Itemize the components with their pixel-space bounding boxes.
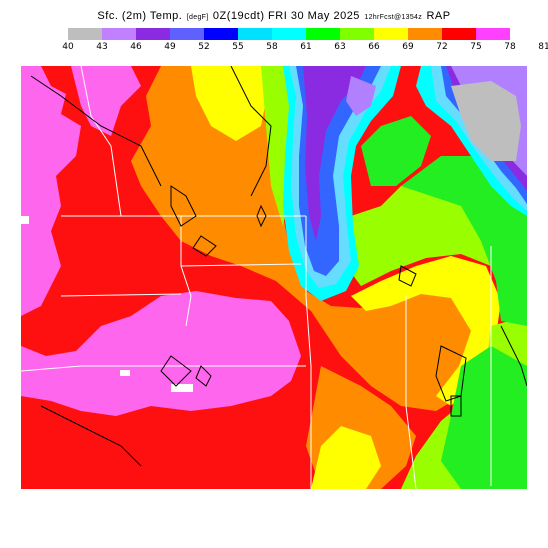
contour-line — [160, 355, 192, 387]
temp-zone-green — [361, 116, 431, 186]
contour-line — [398, 265, 417, 287]
color-legend — [68, 28, 510, 40]
legend-swatch — [204, 28, 238, 40]
state-boundary-line — [80, 66, 122, 217]
legend-label: 52 — [198, 42, 210, 52]
temp-zone-green — [401, 156, 527, 326]
legend-swatch — [442, 28, 476, 40]
legend-swatch — [306, 28, 340, 40]
contour-line — [435, 345, 467, 402]
contour-line — [192, 235, 217, 257]
legend-label: 66 — [368, 42, 380, 52]
legend-label: 78 — [504, 42, 516, 52]
contour-line — [500, 325, 527, 387]
legend-label: 63 — [334, 42, 346, 52]
legend-label: 46 — [130, 42, 142, 52]
contour-line — [230, 66, 272, 197]
legend-label: 49 — [164, 42, 176, 52]
legend-label: 81 — [538, 42, 548, 52]
title-valid-time: 0Z(19cdt) FRI 30 May 2025 — [212, 10, 360, 22]
state-boundary-line — [405, 296, 417, 489]
title-model: RAP — [426, 10, 451, 22]
missing-data-speck — [171, 384, 193, 392]
legend-label: 55 — [232, 42, 244, 52]
temp-zone-magenta — [71, 66, 141, 136]
legend-swatch — [136, 28, 170, 40]
legend-label: 40 — [62, 42, 74, 52]
temp-zone-yellow — [191, 66, 267, 141]
state-boundary-line — [21, 365, 306, 372]
contour-line — [195, 365, 212, 387]
legend-swatch — [408, 28, 442, 40]
title-field: Sfc. (2m) Temp. — [97, 10, 183, 22]
legend-labels: 40 43 46 49 52 55 58 61 63 66 69 72 75 7… — [56, 42, 548, 54]
contour-lines — [30, 66, 527, 467]
state-boundary-line — [60, 293, 182, 297]
legend-swatch — [68, 28, 102, 40]
state-boundary-line — [180, 263, 302, 267]
title-units: [degF] — [186, 14, 209, 21]
state-boundary-line — [305, 295, 312, 489]
legend-swatch — [102, 28, 136, 40]
lake-zone-purple — [303, 66, 366, 241]
temp-zone-yellow — [311, 426, 381, 489]
legend-label: 72 — [436, 42, 448, 52]
title-run: 12hrFcst@1354z — [364, 14, 422, 21]
legend-label: 69 — [402, 42, 414, 52]
state-boundaries — [21, 66, 492, 489]
legend-swatch — [476, 28, 510, 40]
legend-swatch — [374, 28, 408, 40]
state-boundary-line — [180, 216, 192, 327]
missing-data-speck — [21, 216, 29, 224]
contour-line — [30, 75, 162, 187]
temp-zone-magenta — [21, 291, 301, 416]
legend-swatch — [238, 28, 272, 40]
legend-label: 43 — [96, 42, 108, 52]
legend-label: 58 — [266, 42, 278, 52]
legend-label: 61 — [300, 42, 312, 52]
legend-swatch — [170, 28, 204, 40]
missing-data-speck — [120, 370, 130, 376]
temp-zone-magenta — [21, 66, 81, 316]
legend-label: 75 — [470, 42, 482, 52]
plot-title: Sfc. (2m) Temp. [degF] 0Z(19cdt) FRI 30 … — [0, 6, 548, 22]
legend-swatch — [340, 28, 374, 40]
contour-line — [256, 204, 267, 228]
lake-zone-lavender — [346, 76, 376, 116]
contour-line — [40, 405, 142, 467]
contour-line — [170, 185, 197, 227]
legend-swatch — [272, 28, 306, 40]
lake-zone-gray — [451, 81, 521, 161]
temperature-map — [21, 66, 527, 489]
temp-zone-orange — [131, 66, 491, 411]
contour-line — [450, 395, 462, 417]
